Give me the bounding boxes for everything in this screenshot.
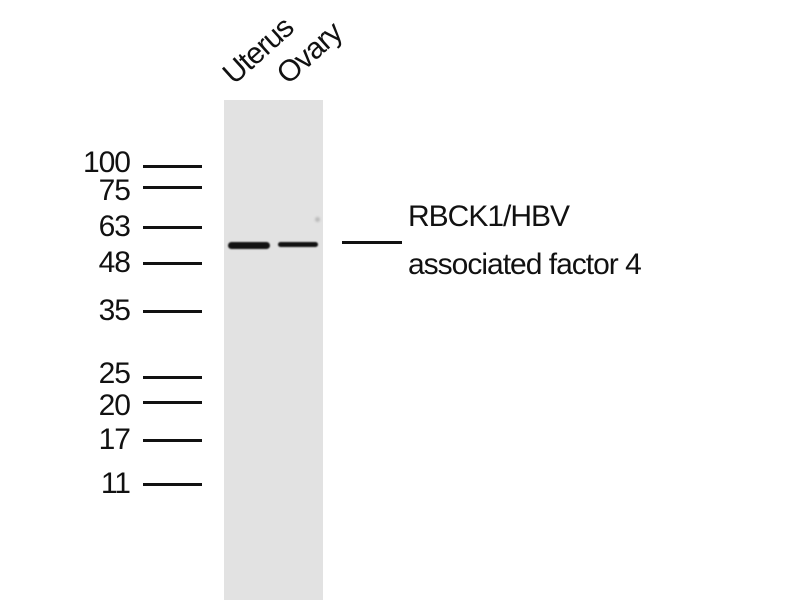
marker-tick (143, 400, 202, 404)
marker-tick (143, 185, 202, 189)
target-label-line2: associated factor 4 (408, 248, 642, 281)
marker-tick (143, 438, 202, 442)
marker-tick (143, 225, 202, 229)
blot-membrane (224, 100, 323, 600)
band-ovary (278, 242, 318, 247)
background-spot (315, 217, 320, 222)
target-label-line1: RBCK1/HBV (408, 200, 570, 233)
target-pointer-line (342, 241, 402, 244)
marker-tick (143, 482, 202, 486)
marker-tick (143, 164, 202, 168)
band-uterus (228, 242, 270, 249)
marker-tick (143, 261, 202, 265)
marker-tick (143, 375, 202, 379)
marker-tick (143, 309, 202, 313)
